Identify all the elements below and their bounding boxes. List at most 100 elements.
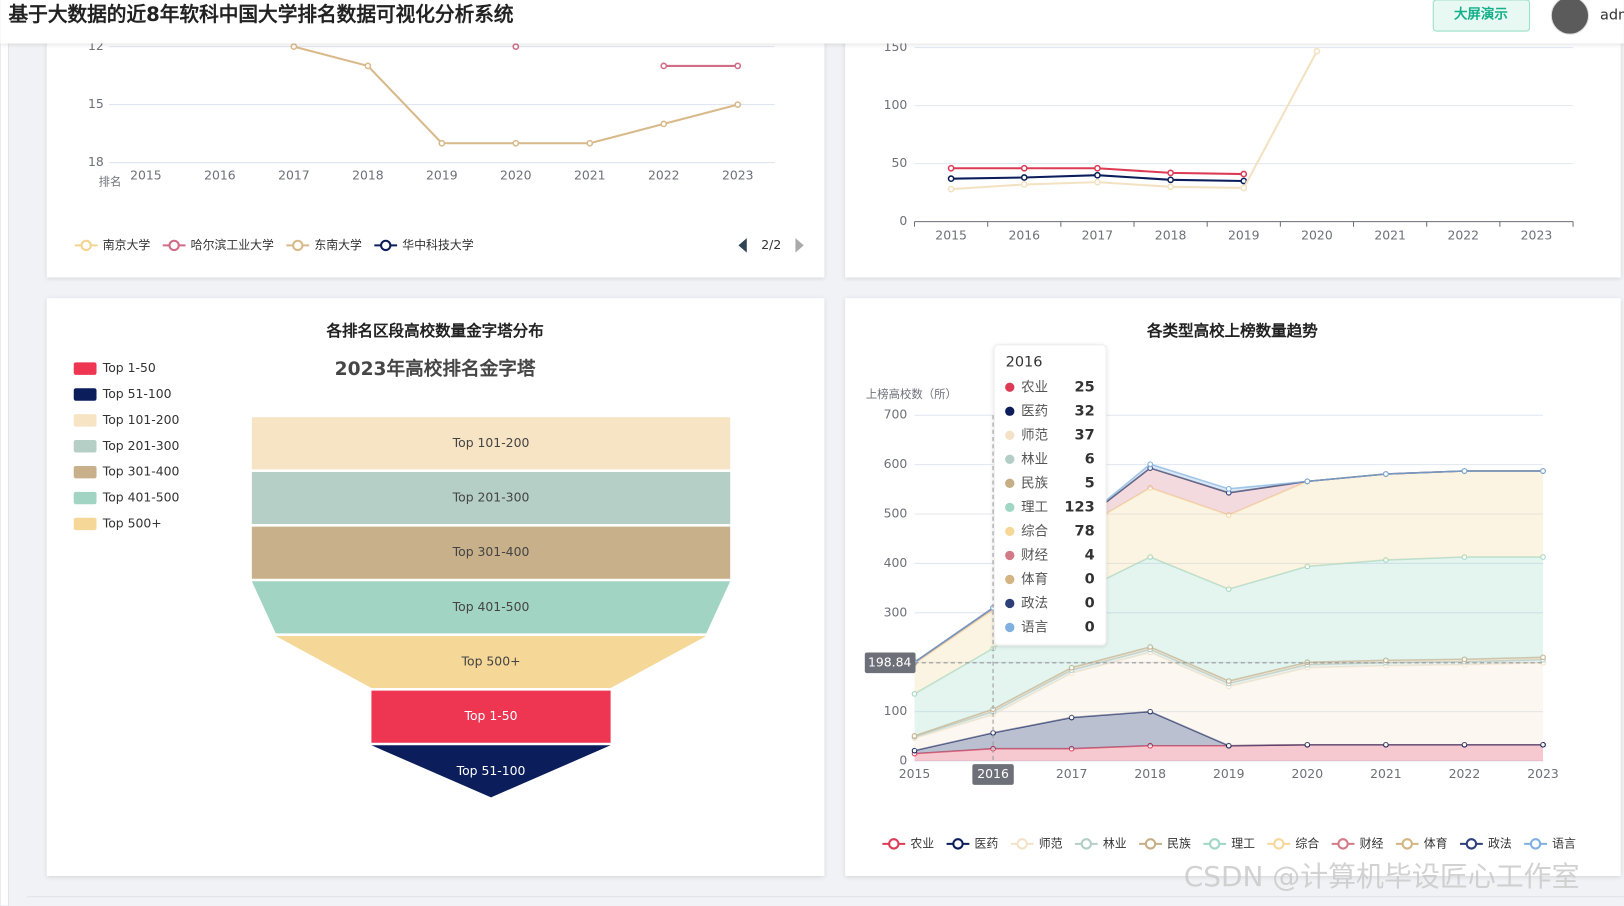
data-point [1540, 554, 1546, 560]
tooltip-title: 2016 [1006, 354, 1043, 370]
legend-label: Top 51-100 [102, 386, 172, 401]
legend-swatch [73, 414, 97, 427]
y-tick-label: 700 [884, 407, 908, 422]
funnel-label: Top 401-500 [452, 599, 530, 614]
x-tick-label: 2018 [1155, 228, 1187, 243]
funnel-label: Top 1-50 [463, 708, 517, 723]
tooltip-dot [1005, 574, 1015, 585]
funnel-segment [251, 526, 731, 579]
legend-symbol [292, 239, 304, 252]
legend-label: 语言 [1552, 836, 1576, 850]
data-point [1240, 170, 1248, 178]
legend-symbol [1080, 838, 1093, 850]
data-point [1147, 461, 1153, 467]
legend-symbol [168, 239, 180, 252]
y-tick-label: 0 [899, 213, 907, 228]
x-tick-label: 2017 [1082, 228, 1114, 243]
legend-symbol [1273, 838, 1285, 850]
data-point [1304, 563, 1311, 570]
pager-prev[interactable] [738, 238, 747, 253]
data-point [660, 120, 668, 128]
tooltip-dot [1005, 622, 1015, 633]
funnel-label: Top 201-300 [452, 489, 530, 504]
data-point [1147, 485, 1153, 491]
legend-label: 南京大学 [103, 238, 151, 252]
big-screen-button[interactable] [1432, 0, 1531, 32]
x-tick-label: 2019 [1213, 766, 1245, 781]
data-point [1068, 664, 1075, 671]
data-point [1461, 554, 1468, 560]
tooltip-name: 师范 [1021, 427, 1048, 443]
funnel-segment [371, 690, 611, 743]
data-point [1304, 478, 1311, 485]
x-tick-label: 2020 [1301, 228, 1333, 243]
pointer-y-label: 198.84 [868, 654, 912, 669]
button-label[interactable]: 大屏演示 [1454, 5, 1508, 22]
pointer-x-label: 2016 [977, 766, 1009, 781]
tooltip-name: 农业 [1021, 379, 1048, 395]
chart-title: 各排名区段高校数量金字塔分布 [325, 321, 543, 340]
data-point [1225, 678, 1232, 684]
tooltip-value: 0 [1085, 571, 1095, 587]
pager-next[interactable] [795, 238, 804, 253]
legend-label: 医药 [975, 836, 999, 850]
funnel-segment [251, 581, 731, 634]
legend-label: Top 101-200 [102, 412, 180, 427]
funnel-label: Top 101-200 [452, 435, 530, 450]
legend-label: 理工 [1231, 836, 1255, 850]
data-point [947, 185, 955, 193]
tooltip-value: 25 [1075, 379, 1095, 395]
tooltip-dot [1005, 502, 1015, 513]
tooltip-value: 0 [1085, 619, 1095, 635]
area [914, 471, 1544, 694]
legend-symbol [80, 239, 92, 252]
tooltip-dot [1005, 382, 1015, 392]
panel [46, 20, 825, 278]
panel [845, 20, 1621, 278]
x-tick-label: 2020 [500, 168, 532, 183]
pointer-label-box [972, 764, 1014, 785]
legend-label: Top 1-50 [102, 360, 156, 375]
legend-swatch [73, 517, 97, 531]
tooltip-name: 财经 [1021, 547, 1048, 563]
data-point [1540, 654, 1546, 661]
legend-symbol [380, 239, 392, 252]
data-point [911, 691, 918, 697]
y-tick-label: 500 [884, 506, 908, 521]
data-point [911, 747, 918, 754]
legend-symbol [1016, 838, 1028, 850]
data-point [1068, 745, 1075, 752]
x-tick-label: 2022 [1447, 228, 1479, 243]
tooltip-dot [1005, 526, 1015, 537]
y-axis-title: 排名 [99, 175, 122, 189]
tooltip: 2016 农业 25 医药 32 师范 37 林业 6 民族 5 理工 123 综合 78 财经 4 体育 0 政法 0… [993, 344, 1107, 646]
y-tick-label: 18 [88, 154, 104, 169]
x-tick-label: 2017 [1056, 766, 1088, 781]
data-point [734, 62, 742, 70]
tooltip-name: 语言 [1021, 619, 1048, 635]
legend-symbol [952, 838, 964, 850]
data-point [1383, 557, 1389, 563]
data-point [1147, 708, 1153, 715]
user-name[interactable]: adm [1600, 8, 1624, 24]
chart-title: 各类型高校上榜数量趋势 [1146, 321, 1318, 340]
legend-label: 综合 [1295, 836, 1319, 850]
tooltip-name: 民族 [1021, 475, 1048, 491]
legend-symbol [1337, 838, 1349, 850]
legend-symbol [1465, 838, 1478, 850]
data-point [1094, 171, 1101, 179]
area [914, 468, 1544, 664]
data-point [1304, 741, 1311, 748]
legend-symbol [1529, 838, 1542, 850]
tooltip-name: 综合 [1021, 523, 1048, 539]
y-tick-label: 300 [884, 604, 908, 619]
x-tick-label: 2018 [1134, 766, 1166, 781]
x-tick-label: 2022 [1449, 766, 1481, 781]
data-point [1461, 741, 1468, 748]
legend-label: 师范 [1039, 836, 1063, 850]
tooltip-name: 体育 [1021, 571, 1048, 587]
y-tick-label: 600 [884, 456, 908, 471]
avatar[interactable] [1550, 0, 1590, 35]
tooltip-dot [1005, 478, 1015, 488]
